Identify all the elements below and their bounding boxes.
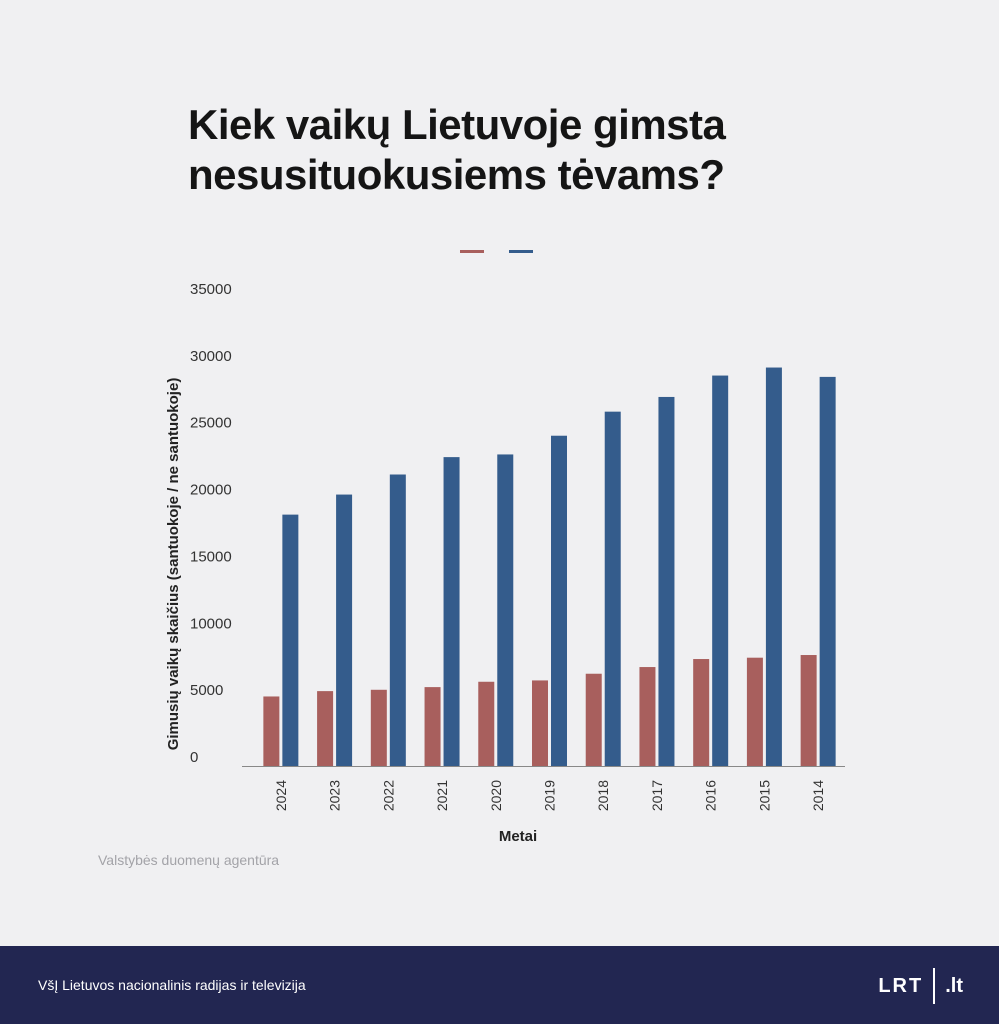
y-tick-label: 15000	[190, 548, 232, 565]
bar-red	[585, 673, 602, 766]
bar-red	[317, 691, 334, 766]
lrt-logo[interactable]: LRT .lt	[878, 968, 963, 1004]
bar-blue	[443, 457, 460, 766]
legend-swatch-red	[460, 250, 484, 253]
footer-bar: VšĮ Lietuvos nacionalinis radijas ir tel…	[0, 946, 999, 1024]
bar-red	[693, 659, 710, 766]
x-tick-label: 2016	[703, 780, 719, 811]
bar-red	[639, 667, 656, 766]
x-tick-label: 2023	[327, 780, 343, 811]
y-tick-label: 5000	[190, 682, 223, 699]
x-tick-label: 2018	[595, 780, 611, 811]
y-tick-label: 30000	[190, 348, 232, 365]
footer-organization: VšĮ Lietuvos nacionalinis radijas ir tel…	[38, 977, 306, 993]
bar-red	[424, 687, 441, 766]
chart-title: Kiek vaikų Lietuvoje gimsta nesusituokus…	[188, 101, 726, 198]
bar-blue	[497, 454, 514, 766]
x-tick-label: 2024	[273, 780, 289, 811]
bar-blue	[658, 396, 675, 766]
bar-blue	[282, 514, 299, 766]
bar-red	[746, 657, 763, 766]
logo-tld: .lt	[945, 974, 963, 997]
bar-blue	[389, 474, 406, 766]
x-tick-label: 2022	[380, 780, 396, 811]
bar-red	[532, 680, 548, 766]
y-tick-label: 10000	[190, 615, 232, 632]
logo-divider	[933, 968, 936, 1004]
x-tick-label: 2015	[756, 780, 772, 811]
bar-blue	[551, 435, 567, 766]
y-tick-label: 20000	[190, 482, 232, 499]
bar-red	[263, 696, 280, 766]
x-tick-label: 2020	[488, 780, 504, 811]
x-tick-label: 2019	[542, 780, 558, 811]
bar-blue	[765, 367, 782, 766]
y-axis-label: Gimusių vaikų skaičius (santuokoje / ne …	[165, 378, 182, 751]
bar-chart: 0 5000 10000 15000 20000 25000 30000 35000 Gimus…	[165, 281, 845, 845]
bar-blue	[712, 375, 729, 766]
y-tick-label: 25000	[190, 415, 232, 432]
logo-brand: LRT	[878, 974, 924, 997]
bar-blue	[819, 376, 836, 766]
y-tick-label: 35000	[190, 281, 232, 298]
bar-red	[370, 689, 387, 766]
x-tick-label: 2014	[810, 780, 826, 811]
y-tick-label: 0	[190, 749, 198, 766]
x-axis-label: Metai	[499, 828, 537, 845]
bar-blue	[336, 494, 353, 766]
bar-red	[800, 655, 817, 766]
bar-blue	[604, 411, 621, 766]
x-tick-label: 2017	[649, 780, 665, 811]
source-note: Valstybės duomenų agentūra	[98, 852, 280, 868]
bar-red	[478, 681, 495, 766]
x-tick-label: 2021	[434, 780, 450, 811]
legend-swatch-blue	[509, 250, 533, 253]
